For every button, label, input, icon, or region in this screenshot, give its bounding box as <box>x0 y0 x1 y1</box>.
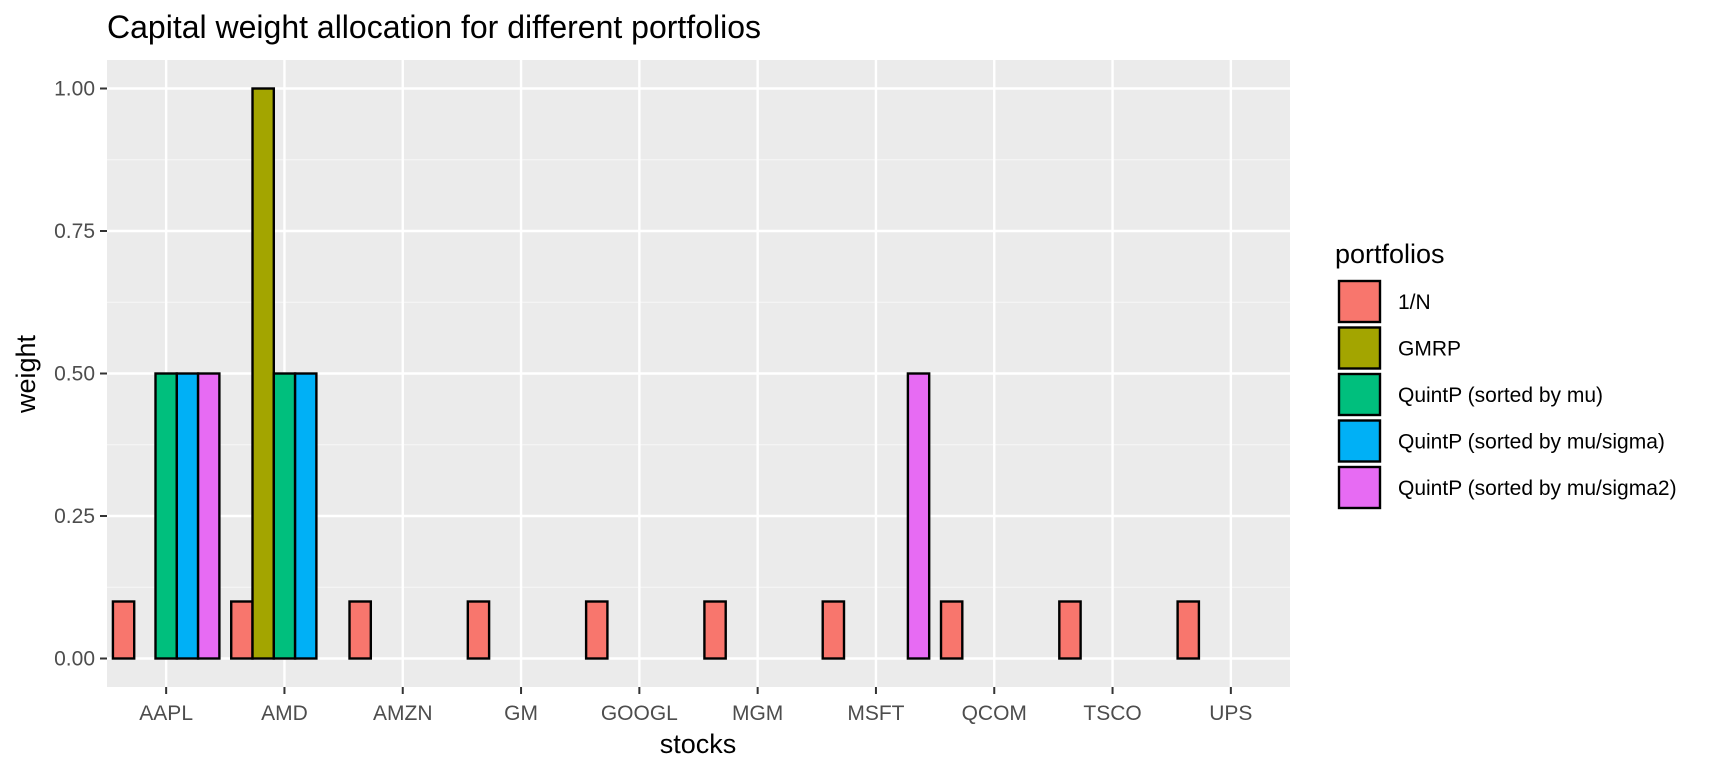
x-tick-label: TSCO <box>1083 702 1141 725</box>
legend-label: QuintP (sorted by mu/sigma2) <box>1398 477 1677 500</box>
bar <box>154 372 178 660</box>
bar <box>175 372 200 660</box>
bar <box>348 600 373 660</box>
bar <box>272 372 297 660</box>
x-axis: AAPL AMD AMZN GM GOOGL MGM MSFT QCOM TSCO UPS <box>139 687 1252 725</box>
bars <box>111 87 1201 660</box>
y-axis-title: weight <box>11 334 41 414</box>
legend-key <box>1337 465 1382 510</box>
x-tick-label: MGM <box>732 702 783 725</box>
x-axis-title: stocks <box>660 729 737 759</box>
x-tick-label: AAPL <box>139 702 193 725</box>
y-tick-label: 0.00 <box>54 648 95 671</box>
legend-key <box>1337 279 1382 324</box>
bar <box>230 600 254 660</box>
bar <box>821 600 846 660</box>
legend: portfolios 1/N GMRP QuintP (sorted by mu) Q… <box>1335 239 1677 510</box>
bar <box>466 600 491 660</box>
x-tick-label: AMD <box>261 702 308 725</box>
legend-key <box>1337 372 1382 417</box>
x-tick-label: UPS <box>1209 702 1252 725</box>
x-tick-label: AMZN <box>373 702 433 725</box>
legend-title: portfolios <box>1335 239 1445 269</box>
y-tick-label: 0.50 <box>54 363 95 386</box>
x-tick-label: MSFT <box>847 702 904 725</box>
y-axis: 0.00 0.25 0.50 0.75 1.00 <box>54 78 107 671</box>
y-tick-label: 1.00 <box>54 78 95 101</box>
legend-key <box>1337 419 1382 463</box>
bar <box>906 372 931 660</box>
legend-key <box>1337 326 1382 370</box>
bar <box>1176 600 1201 660</box>
bar <box>703 600 727 660</box>
x-tick-label: GOOGL <box>601 702 678 725</box>
legend-label: GMRP <box>1398 338 1461 361</box>
bar <box>111 600 136 660</box>
bar <box>251 87 276 660</box>
bar <box>293 372 318 660</box>
bar <box>196 372 221 660</box>
legend-label: QuintP (sorted by mu) <box>1398 384 1603 407</box>
y-tick-label: 0.25 <box>54 505 95 528</box>
chart-title: Capital weight allocation for different … <box>107 9 761 45</box>
bar <box>584 600 609 660</box>
x-tick-label: QCOM <box>962 702 1027 725</box>
x-tick-label: GM <box>504 702 538 725</box>
bar <box>939 600 964 660</box>
legend-label: 1/N <box>1398 291 1431 314</box>
bar <box>1058 600 1082 660</box>
legend-label: QuintP (sorted by mu/sigma) <box>1398 431 1665 454</box>
y-tick-label: 0.75 <box>54 220 95 243</box>
